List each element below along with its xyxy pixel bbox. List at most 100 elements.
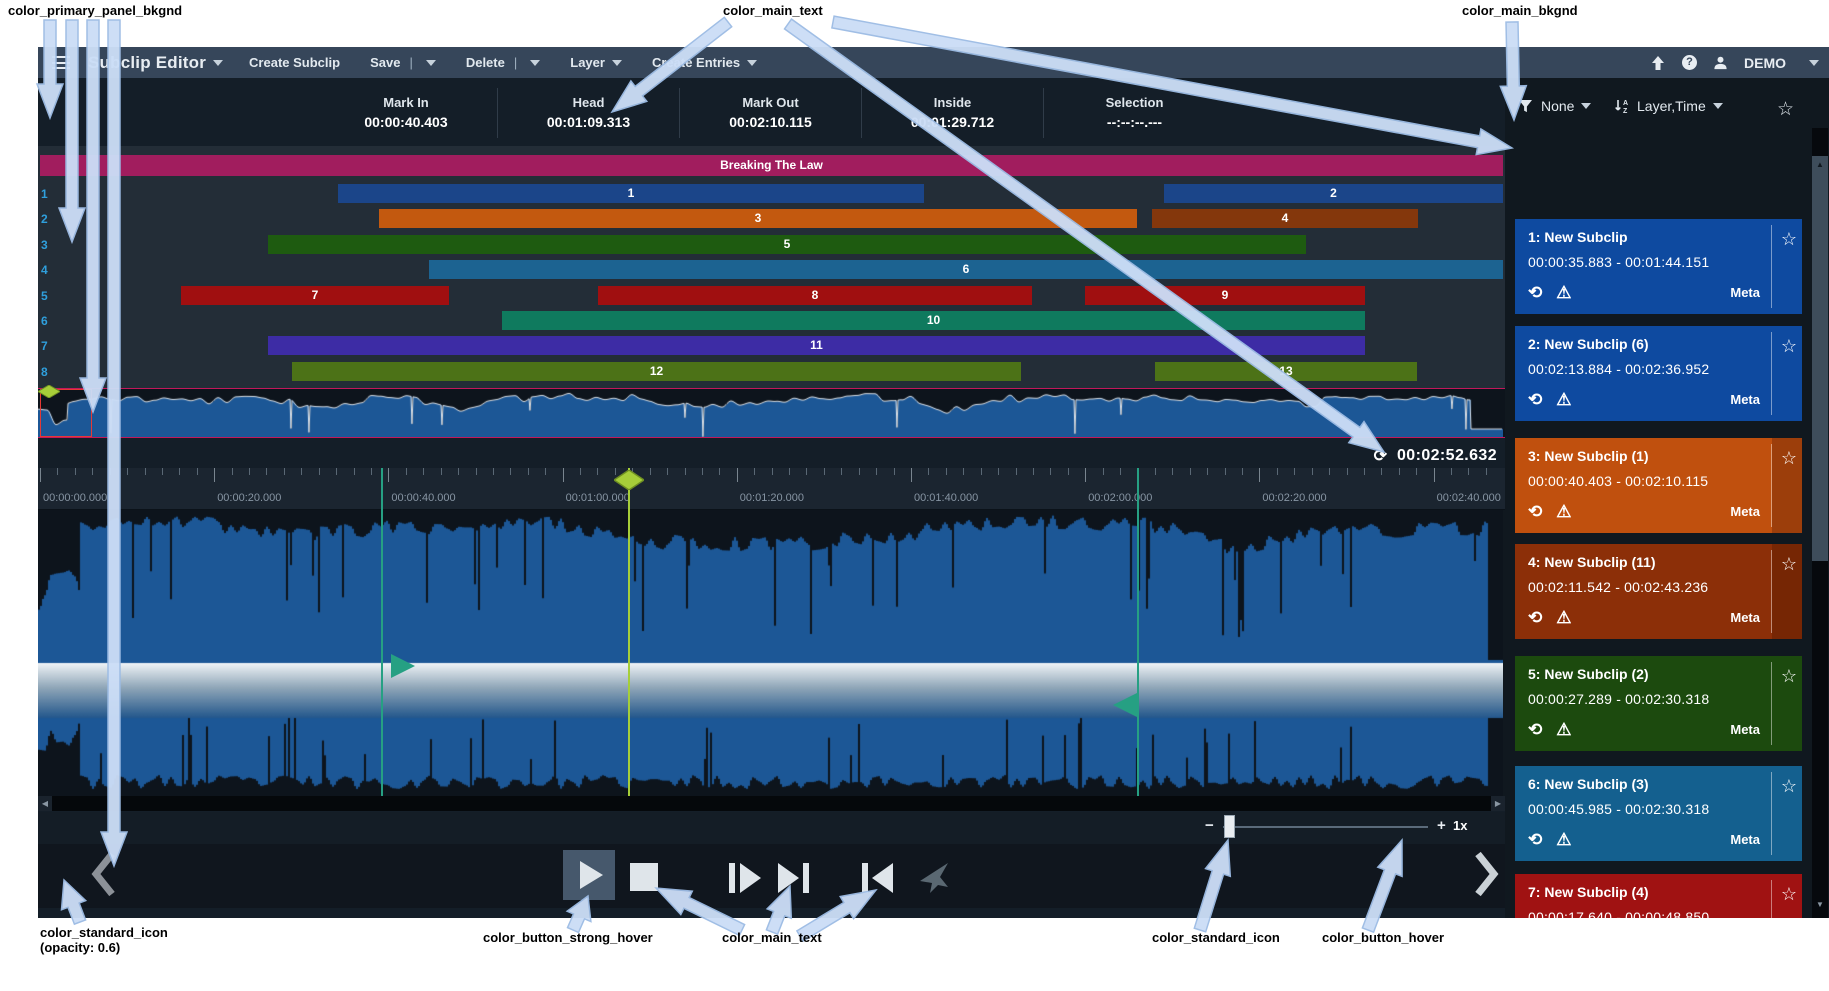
stop-button[interactable] (630, 863, 658, 891)
annotation-label: color_main_bkgnd (1462, 3, 1578, 18)
warning-icon[interactable]: ⚠ (1556, 283, 1572, 302)
ruler-timecode: 00:00:40.000 (391, 492, 456, 504)
zoom-out-button[interactable]: − (1205, 817, 1214, 834)
step-forward-button[interactable] (727, 863, 763, 893)
meta-button[interactable]: Meta (1730, 285, 1760, 300)
meta-button[interactable]: Meta (1730, 722, 1760, 737)
zoom-in-button[interactable]: + (1437, 817, 1446, 834)
subclip-entry-list: 1: New Subclip 00:00:35.883 - 00:01:44.15… (1515, 133, 1802, 918)
meta-button[interactable]: Meta (1730, 392, 1760, 407)
timeline-clip-2[interactable]: 2 (1164, 184, 1503, 203)
subclip-entry[interactable]: 3: New Subclip (1) 00:00:40.403 - 00:02:1… (1515, 438, 1802, 533)
chevron-down-icon (611, 59, 622, 66)
zoom-slider-track[interactable] (1223, 826, 1428, 828)
subclip-entry[interactable]: 5: New Subclip (2) 00:00:27.289 - 00:02:3… (1515, 656, 1802, 751)
warning-icon[interactable]: ⚠ (1556, 390, 1572, 409)
help-icon[interactable]: ? (1682, 55, 1697, 70)
menu-item-create-subclip[interactable]: Create Subclip (249, 55, 341, 70)
scroll-up-icon[interactable]: ▲ (1816, 160, 1824, 169)
warning-icon[interactable]: ⚠ (1556, 830, 1572, 849)
subclip-entry[interactable]: 7: New Subclip (4) 00:00:17.640 - 00:00:4… (1515, 874, 1802, 918)
undo-icon[interactable]: ⟲ (1528, 720, 1543, 739)
scroll-right-icon[interactable]: ▶ (1491, 796, 1505, 811)
sort-control[interactable]: A Z Layer,Time (1615, 98, 1723, 114)
entry-title: 5: New Subclip (2) (1528, 666, 1649, 682)
favorite-star-icon[interactable]: ☆ (1780, 336, 1797, 356)
timeline-clip-7[interactable]: 7 (181, 285, 449, 305)
play-button[interactable] (563, 850, 615, 900)
undo-icon[interactable]: ⟲ (1528, 830, 1543, 849)
undo-icon[interactable]: ⟲ (1528, 283, 1543, 302)
undo-icon[interactable]: ⟲ (1528, 608, 1543, 627)
favorite-star-icon[interactable]: ☆ (1780, 666, 1797, 686)
entry-timecode: 00:00:17.640 - 00:00:48.850 (1528, 909, 1710, 918)
warning-icon[interactable]: ⚠ (1556, 608, 1572, 627)
meta-button[interactable]: Meta (1730, 832, 1760, 847)
timeline-clip-10[interactable]: 10 (502, 311, 1365, 330)
sidebar-scrollbar[interactable]: ▲ ▼ (1812, 128, 1828, 918)
subclip-entry[interactable]: 1: New Subclip 00:00:35.883 - 00:01:44.15… (1515, 219, 1802, 314)
upload-arrow-icon[interactable] (1650, 55, 1666, 71)
favorite-star-icon[interactable]: ☆ (1780, 884, 1797, 904)
annotation-label: color_standard_icon (opacity: 0.6) (40, 925, 168, 955)
subclip-entry[interactable]: 4: New Subclip (11) 00:02:11.542 - 00:02:… (1515, 544, 1802, 639)
menu-item-layer[interactable]: Layer (570, 55, 622, 70)
menu-item-delete[interactable]: Delete | (466, 55, 541, 70)
timeline-clip-1[interactable]: 1 (338, 184, 924, 203)
timeline-clip-6[interactable]: 6 (429, 260, 1503, 280)
entry-timecode: 00:02:11.542 - 00:02:43.236 (1528, 579, 1709, 595)
undo-icon[interactable]: ⟲ (1528, 502, 1543, 521)
scroll-down-icon[interactable]: ▼ (1816, 900, 1824, 909)
pointer-button[interactable] (920, 863, 950, 893)
undo-icon[interactable]: ⟲ (1528, 390, 1543, 409)
timeline-clip-3[interactable]: 3 (379, 209, 1137, 229)
timeline-clip-12[interactable]: 12 (292, 361, 1021, 381)
timeline-clip-5[interactable]: 5 (268, 234, 1306, 254)
chevron-left-icon[interactable] (88, 850, 122, 898)
timeline-clips-panel: Breaking The Law 1 2 3 4 5 6 7 8 1 2 3 4 5 6 7 8 9 10 11 12… (38, 146, 1505, 388)
menu-item-save[interactable]: Save | (370, 55, 436, 70)
timeline-clip-11[interactable]: 11 (268, 336, 1365, 356)
favorite-star-icon[interactable]: ☆ (1780, 229, 1797, 249)
subclip-entry[interactable]: 2: New Subclip (6) 00:02:13.884 - 00:02:3… (1515, 326, 1802, 421)
chevron-down-icon[interactable] (1809, 59, 1819, 66)
timeline-clip-4[interactable]: 4 (1152, 209, 1418, 229)
annotation-label: color_main_text (723, 3, 823, 18)
scroll-left-icon[interactable]: ◀ (38, 796, 52, 811)
user-menu[interactable]: DEMO (1744, 54, 1786, 71)
tc-cell-inside: Inside 00:01:29.712 (861, 88, 1043, 138)
chevron-right-icon[interactable] (1470, 850, 1504, 898)
menu-item-create-entries[interactable]: Create Entries (652, 55, 758, 70)
zoom-slider-thumb[interactable] (1224, 815, 1235, 838)
timeline-clip-13[interactable]: 13 (1155, 361, 1417, 381)
favorite-star-icon[interactable]: ☆ (1780, 448, 1797, 468)
skip-end-button[interactable] (778, 863, 810, 893)
overview-playhead-diamond[interactable] (38, 385, 60, 398)
app-title[interactable]: Subclip Editor (88, 53, 224, 73)
skip-start-button[interactable] (862, 863, 894, 893)
audio-overview-strip[interactable] (38, 385, 1505, 438)
refresh-icon[interactable]: ⟳ (1373, 448, 1387, 465)
filter-control[interactable]: None (1519, 98, 1592, 114)
layer-number: 5 (41, 288, 48, 303)
main-waveform[interactable] (38, 510, 1503, 796)
favorite-filter-star-icon[interactable]: ☆ (1777, 99, 1795, 120)
meta-button[interactable]: Meta (1730, 610, 1760, 625)
warning-icon[interactable]: ⚠ (1556, 502, 1572, 521)
subclip-entry[interactable]: 6: New Subclip (3) 00:00:45.985 - 00:02:3… (1515, 766, 1802, 861)
favorite-star-icon[interactable]: ☆ (1780, 554, 1797, 574)
warning-icon[interactable]: ⚠ (1556, 720, 1572, 739)
annotation-label: color_main_text (722, 930, 822, 945)
timeline-title-clip[interactable]: Breaking The Law (40, 155, 1503, 176)
waveform-zone[interactable]: 00:00:00.000 00:00:20.000 00:00:40.000 00:0… (38, 468, 1505, 796)
timeline-clip-9[interactable]: 9 (1085, 285, 1365, 305)
timeline-clip-8[interactable]: 8 (598, 285, 1032, 305)
timeline-ruler[interactable]: 00:00:00.000 00:00:20.000 00:00:40.000 00:0… (38, 468, 1505, 510)
annotation-label: color_standard_icon (1152, 930, 1280, 945)
waveform-h-scrollbar[interactable]: ◀ ▶ (38, 796, 1505, 811)
favorite-star-icon[interactable]: ☆ (1780, 776, 1797, 796)
meta-button[interactable]: Meta (1730, 504, 1760, 519)
layer-number: 2 (41, 212, 48, 227)
sidebar-scrollbar-thumb[interactable] (1812, 156, 1828, 561)
hamburger-menu-icon[interactable] (52, 56, 70, 69)
